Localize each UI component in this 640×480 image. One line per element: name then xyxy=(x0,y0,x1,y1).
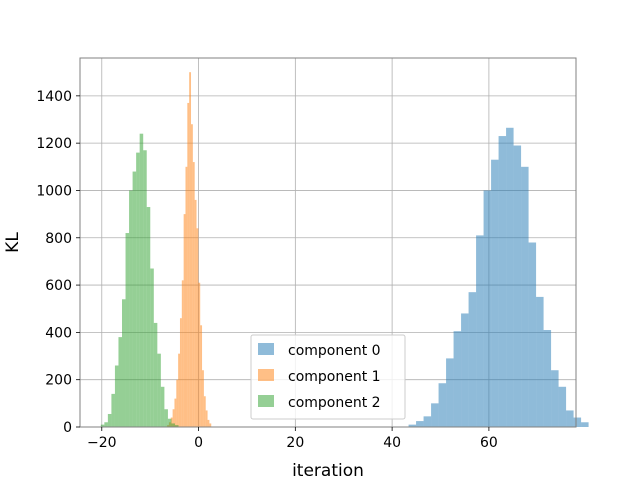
legend-swatch-component-0 xyxy=(258,343,274,355)
histogram-bar-component-1 xyxy=(170,417,173,427)
y-tick-label: 1200 xyxy=(36,136,72,152)
y-axis-label: KL xyxy=(3,232,23,253)
legend-label-component-2: component 2 xyxy=(288,395,381,411)
histogram-bar-component-0 xyxy=(408,424,417,427)
histogram-bar-component-2 xyxy=(174,425,179,427)
histogram-bar-component-1 xyxy=(194,199,197,427)
histogram-bar-component-1 xyxy=(198,282,201,427)
histogram-bar-component-0 xyxy=(468,292,477,427)
histogram-bar-component-0 xyxy=(573,417,582,427)
x-axis-label: iteration xyxy=(292,461,364,480)
histogram-bar-component-2 xyxy=(139,133,144,427)
legend-swatch-component-1 xyxy=(258,369,274,381)
histogram-bar-component-1 xyxy=(179,318,182,427)
histogram-bar-component-1 xyxy=(187,102,190,427)
histogram-bar-component-0 xyxy=(543,330,552,427)
legend-swatch-component-2 xyxy=(258,395,274,407)
histogram-bar-component-1 xyxy=(196,228,199,427)
histogram-bar-component-2 xyxy=(171,423,175,427)
histogram-bar-component-0 xyxy=(416,421,424,427)
y-tick-label: 800 xyxy=(45,231,72,247)
histogram-bar-component-1 xyxy=(185,166,188,428)
histogram-bar-component-1 xyxy=(202,370,204,427)
histogram-bar-component-1 xyxy=(183,214,186,427)
histogram-bar-component-2 xyxy=(157,353,161,427)
histogram-bar-component-2 xyxy=(111,393,115,427)
histogram-bar-component-1 xyxy=(178,353,180,427)
histogram-bar-component-2 xyxy=(104,422,108,427)
histogram-bar-component-1 xyxy=(200,325,203,427)
histogram-bar-component-1 xyxy=(174,398,177,427)
histogram-bar-component-0 xyxy=(521,166,529,428)
histogram-bar-component-2 xyxy=(129,190,133,427)
histogram-bar-component-2 xyxy=(107,413,112,427)
x-tick-label: 0 xyxy=(194,435,203,451)
y-tick-label: 1000 xyxy=(36,183,72,199)
histogram-bar-component-0 xyxy=(558,386,567,427)
legend: component 0 component 1 component 2 xyxy=(250,334,406,420)
histogram-bar-component-1 xyxy=(209,423,212,427)
histogram-bar-component-0 xyxy=(438,383,447,427)
histogram-bar-component-0 xyxy=(483,190,492,427)
histogram-bar-component-1 xyxy=(181,280,184,427)
histogram-bar-component-0 xyxy=(453,331,462,427)
histogram-bar-component-2 xyxy=(100,424,105,427)
histogram-bar-component-2 xyxy=(153,322,158,427)
histogram-bar-component-2 xyxy=(164,409,168,427)
histogram-bar-component-1 xyxy=(203,396,206,427)
histogram-bar-component-2 xyxy=(125,233,130,427)
histogram-bar-component-2 xyxy=(118,337,123,427)
histogram-bar-component-0 xyxy=(528,242,537,427)
histogram-bar-component-0 xyxy=(423,416,432,427)
y-tick-label: 1400 xyxy=(36,89,72,105)
legend-frame xyxy=(250,334,406,420)
histogram-bar-component-0 xyxy=(491,159,499,427)
y-tick-label: 200 xyxy=(45,373,72,389)
histogram-bar-component-2 xyxy=(122,299,126,427)
histogram-bar-component-2 xyxy=(146,207,151,427)
histogram-bar-component-1 xyxy=(205,410,208,427)
legend-label-component-0: component 0 xyxy=(288,343,381,359)
y-tick-label: 0 xyxy=(63,420,72,436)
histogram-bar-component-2 xyxy=(150,268,154,427)
histogram-bar-component-0 xyxy=(431,403,439,427)
plot-frame xyxy=(79,57,577,428)
histogram-bar-component-2 xyxy=(167,418,172,427)
histogram-bar-component-2 xyxy=(114,365,119,427)
histogram-bar-component-0 xyxy=(476,235,484,427)
x-tick-label: 20 xyxy=(286,435,304,451)
histogram-bar-component-0 xyxy=(461,313,469,427)
x-tick-label: −20 xyxy=(87,435,117,451)
x-tick-label: 60 xyxy=(480,435,498,451)
histogram-bar-component-2 xyxy=(143,150,147,427)
histogram-bar-component-2 xyxy=(136,152,140,427)
histogram-bar-component-1 xyxy=(207,419,210,427)
histogram-bar-component-0 xyxy=(446,358,454,427)
histogram-bar-component-1 xyxy=(189,72,192,427)
y-tick-label: 600 xyxy=(45,278,72,294)
histogram-bar-component-2 xyxy=(132,171,137,427)
histogram-bar-component-0 xyxy=(506,127,514,428)
histogram-bar-component-0 xyxy=(566,410,574,427)
histogram-bar-component-1 xyxy=(191,124,193,427)
histogram-bar-component-1 xyxy=(192,162,195,428)
x-tick-label: 40 xyxy=(383,435,401,451)
histogram-bars xyxy=(100,72,589,428)
histogram-bar-component-1 xyxy=(176,379,179,427)
histogram-bar-component-0 xyxy=(581,422,589,427)
legend-label-component-1: component 1 xyxy=(288,369,381,385)
histogram-bar-component-0 xyxy=(498,136,507,428)
histogram-bar-component-1 xyxy=(172,409,175,427)
histogram-bar-component-0 xyxy=(536,296,544,427)
histogram-bar-component-0 xyxy=(513,145,522,427)
histogram-bar-component-2 xyxy=(160,386,165,427)
y-tick-label: 400 xyxy=(45,325,72,341)
histogram-bar-component-0 xyxy=(551,370,559,427)
